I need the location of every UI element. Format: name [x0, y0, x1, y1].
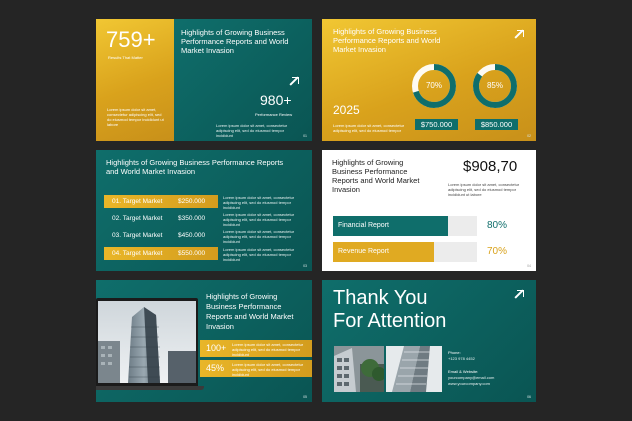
- stat-value-2: 45%: [206, 363, 225, 373]
- row-value-1: $250.000: [178, 198, 206, 205]
- row-bar-4: [104, 247, 218, 260]
- row-desc-1: Lorem ipsum dolor sit amet, consectetur …: [223, 195, 295, 210]
- donut-percent-2: 85%: [486, 81, 503, 90]
- slide-4-amount-desc: Lorem ipsum dolor sit amet, consectetur …: [448, 182, 520, 197]
- slide-2-body: Lorem ipsum dolor sit amet, consectetur …: [333, 123, 405, 133]
- donut-chart-1: [412, 64, 456, 108]
- slide-6[interactable]: Thank You For Attention Phone: +123 978 …: [322, 280, 536, 402]
- arrow-up-right-icon: [514, 30, 524, 40]
- building-photo: [98, 301, 196, 383]
- page-number: 05: [303, 395, 307, 399]
- row-label-3: 03. Target Market: [112, 232, 163, 239]
- arrow-up-right-icon: [289, 77, 299, 87]
- stat-desc-1: Lorem ipsum dolor sit amet, consectetur …: [232, 342, 304, 357]
- slide-4[interactable]: Highlights of Growing Business Performan…: [322, 150, 536, 271]
- slide-1-stat: 980+: [260, 92, 292, 108]
- donut-percent-1: 70%: [425, 81, 442, 90]
- row-label-2: 02. Target Market: [112, 215, 163, 222]
- row-value-4: $550.000: [178, 250, 206, 257]
- thank-you-line-2: For Attention: [333, 310, 447, 332]
- bar-percent-1: 80%: [487, 220, 508, 231]
- email-link[interactable]: yourcompany@email.com: [448, 375, 495, 380]
- bar-label-1: Financial Report: [338, 222, 389, 229]
- slide-1-title: Highlights of Growing Business Performan…: [181, 28, 289, 55]
- laptop-base: [96, 386, 204, 390]
- phone-label: Phone:: [448, 350, 461, 355]
- slide-1-stat-caption: Performance Review: [255, 112, 293, 117]
- row-label-1: 01. Target Market: [112, 198, 163, 205]
- row-bar-1: [104, 195, 218, 208]
- slide-3[interactable]: Highlights of Growing Business Performan…: [96, 150, 312, 271]
- phone-number: +123 978 4452: [448, 356, 475, 361]
- web-label: Email & Website:: [448, 369, 479, 374]
- arrow-up-right-icon: [514, 290, 524, 300]
- slide-5-title: Highlights of Growing Business Performan…: [206, 292, 294, 331]
- slide-1-body-right: Lorem ipsum dolor sit amet, consectetur …: [216, 123, 288, 138]
- stat-bar-1: [200, 340, 312, 357]
- donut-arc-2: [473, 64, 517, 108]
- slide-1-gold-panel: [96, 19, 174, 141]
- slide-2-year: 2025: [333, 103, 360, 117]
- slide-2[interactable]: Highlights of Growing Business Performan…: [322, 19, 536, 141]
- building-photo-1: [334, 346, 384, 392]
- slide-3-title: Highlights of Growing Business Performan…: [106, 158, 284, 176]
- laptop-mockup: [96, 298, 204, 390]
- row-value-2: $350.000: [178, 215, 206, 222]
- donut-chart-2: [473, 64, 517, 108]
- row-desc-4: Lorem ipsum dolor sit amet, consectetur …: [223, 247, 295, 262]
- row-label-4: 04. Target Market: [112, 250, 163, 257]
- page-number: 06: [527, 395, 531, 399]
- stat-bar-2: [200, 360, 312, 377]
- thank-you-line-1: Thank You: [333, 287, 428, 309]
- slide-5[interactable]: Highlights of Growing Business Performan…: [96, 280, 312, 402]
- donut-amount-1: $750.000: [415, 119, 458, 130]
- slide-4-title: Highlights of Growing Business Performan…: [332, 158, 420, 194]
- stat-desc-2: Lorem ipsum dolor sit amet, consectetur …: [232, 362, 304, 377]
- row-value-3: $450.000: [178, 232, 206, 239]
- big-number: 759+: [106, 27, 156, 52]
- stat-value-1: 100+: [206, 343, 227, 353]
- donut-amount-2: $850.000: [475, 119, 518, 130]
- slide-1[interactable]: 759+ Results That Matter Lorem ipsum dol…: [96, 19, 312, 141]
- bar-fill-2: [333, 242, 434, 262]
- website-link[interactable]: www.yourcompany.com: [448, 381, 490, 386]
- bar-fill-1: [333, 216, 449, 236]
- page-number: 02: [527, 134, 531, 138]
- slide-2-title: Highlights of Growing Business Performan…: [333, 27, 441, 54]
- page-number: 04: [527, 264, 531, 268]
- slide-4-amount: $908,70: [463, 158, 518, 175]
- donut-arc-1: [412, 64, 456, 108]
- page-number: 03: [303, 264, 307, 268]
- row-desc-3: Lorem ipsum dolor sit amet, consectetur …: [223, 229, 295, 244]
- page-number: 01: [303, 134, 307, 138]
- big-number-caption: Results That Matter: [108, 55, 143, 60]
- bar-label-2: Revenue Report: [338, 248, 389, 255]
- slide-1-body-left: Lorem ipsum dolor sit amet, consectetur …: [107, 107, 164, 127]
- row-desc-2: Lorem ipsum dolor sit amet, consectetur …: [223, 212, 295, 227]
- bar-percent-2: 70%: [487, 246, 508, 257]
- building-photo-2: [386, 346, 442, 392]
